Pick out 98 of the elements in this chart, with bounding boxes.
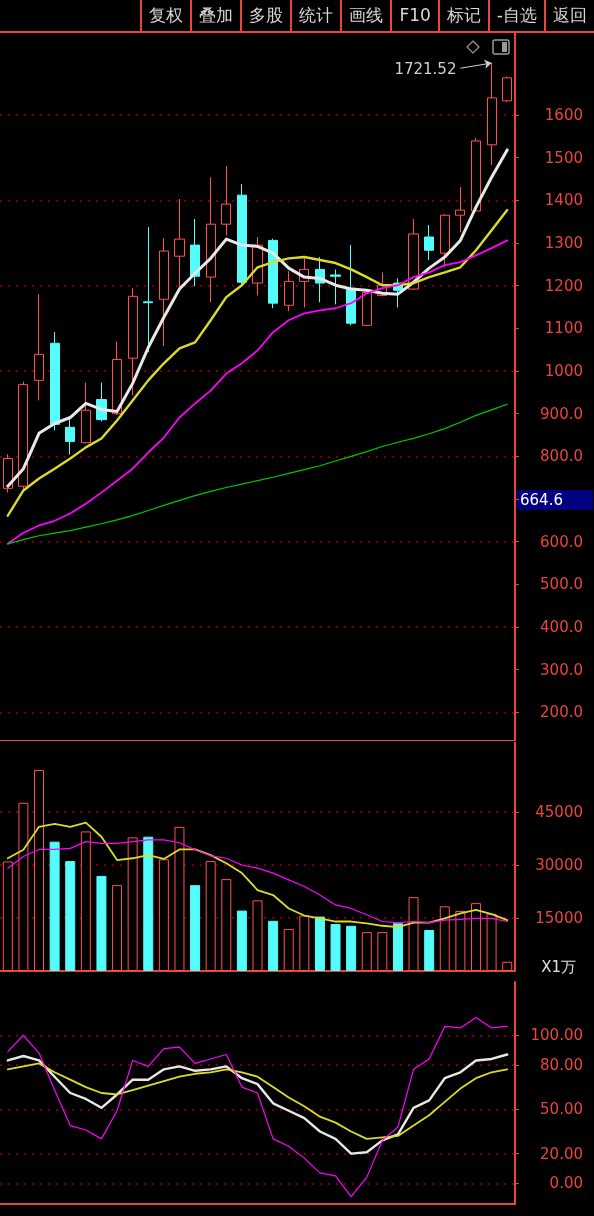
y-tick-label: 800.0 [540, 447, 583, 466]
bar [346, 925, 357, 971]
y-tick-label: 1500 [544, 148, 583, 167]
candlestick [206, 176, 216, 303]
bar [143, 836, 154, 971]
candlestick [362, 291, 372, 327]
candlestick [284, 270, 294, 312]
bar [34, 769, 45, 971]
y-tick-label: 100.00 [530, 1026, 583, 1045]
y-tick-label: 30000 [535, 855, 583, 874]
bar [330, 924, 341, 971]
bar [190, 885, 201, 971]
bar [236, 910, 247, 971]
bar [221, 879, 232, 971]
bar [455, 910, 466, 971]
bar [96, 875, 107, 971]
text: -自选 [487, 0, 544, 31]
bar [49, 841, 60, 971]
bar [18, 802, 29, 971]
y-tick-label: 1100 [544, 319, 583, 338]
bar [2, 861, 13, 971]
bar [158, 859, 169, 971]
y-tick-label: 1400 [544, 191, 583, 210]
y-tick-label: 15000 [535, 908, 583, 927]
bar [377, 932, 388, 971]
annotation: 1721.52 [394, 59, 457, 78]
line-series [6, 821, 509, 929]
y-tick-label: 1300 [544, 233, 583, 252]
text: 统计 [290, 0, 341, 31]
y-tick-label: 200.0 [540, 703, 583, 722]
candlestick [221, 165, 231, 236]
bar [205, 861, 216, 971]
text: 叠加 [190, 0, 241, 31]
text: 复权 [140, 0, 191, 31]
candlestick [455, 186, 465, 233]
y-tick-label: 400.0 [540, 618, 583, 637]
line-series [6, 208, 509, 517]
candlestick [50, 331, 60, 431]
line-series [6, 1062, 509, 1140]
bar [252, 900, 263, 971]
y-tick-label: 500.0 [540, 575, 583, 594]
bar [299, 915, 310, 971]
bar [314, 916, 325, 971]
line-series [7, 839, 508, 924]
candlestick [159, 237, 169, 347]
bar [470, 903, 481, 971]
line-series [7, 1016, 508, 1198]
candlestick [440, 213, 450, 268]
candlestick [424, 224, 434, 261]
y-tick-label: 1600 [544, 105, 583, 124]
candlestick [502, 76, 512, 103]
line-series [6, 148, 509, 488]
candlestick [65, 417, 75, 456]
bar [268, 920, 279, 971]
y-axis-title: X1万 [541, 957, 577, 976]
candlestick [190, 218, 200, 287]
candlestick [18, 381, 28, 491]
bar [408, 897, 419, 971]
y-tick-label: 600.0 [540, 532, 583, 551]
text: 多股 [240, 0, 291, 31]
text: F10 [390, 0, 438, 31]
y-tick-label: 45000 [535, 802, 583, 821]
candlestick [143, 226, 153, 353]
candlestick [330, 268, 341, 305]
candlestick [81, 382, 91, 445]
bar [424, 930, 435, 971]
bar [174, 826, 185, 971]
bar [112, 885, 123, 971]
candlestick [112, 341, 122, 416]
bar [502, 961, 513, 971]
bar [361, 932, 372, 971]
bar [283, 928, 294, 971]
y-tick-label: 900.0 [540, 404, 583, 423]
candlestick [34, 293, 44, 401]
text: 标记 [437, 0, 488, 31]
line-series [7, 403, 508, 545]
bar [65, 861, 76, 971]
candlestick [174, 198, 185, 290]
bar [392, 923, 403, 971]
candlestick [471, 137, 481, 213]
y-tick-label: 300.0 [540, 660, 583, 679]
bar [80, 831, 91, 971]
bar [486, 913, 497, 971]
bar [127, 837, 138, 971]
text: 画线 [340, 0, 391, 31]
line-series [6, 239, 509, 545]
candlestick [237, 183, 247, 287]
y-tick-label: 1200 [544, 276, 583, 295]
y-tick-label: 0.00 [549, 1174, 583, 1193]
text: 664.6 [520, 490, 563, 509]
line-series [6, 1053, 509, 1155]
text: 返回 [544, 0, 594, 31]
bar [439, 906, 450, 971]
y-tick-label: 20.00 [540, 1144, 583, 1163]
y-tick-label: 50.00 [540, 1100, 583, 1119]
y-tick-label: 80.00 [540, 1055, 583, 1074]
y-tick-label: 1000 [544, 362, 583, 380]
candlestick [128, 287, 138, 396]
